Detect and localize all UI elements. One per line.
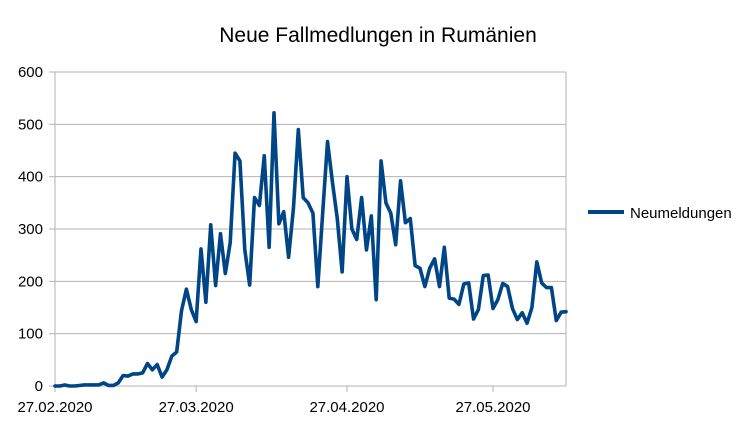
x-tick-label-0: 27.02.2020: [17, 399, 92, 416]
x-tick-label-2: 27.04.2020: [309, 399, 384, 416]
y-tick-label-2: 200: [18, 273, 43, 290]
legend-label-neumeldungen: Neumeldungen: [630, 205, 732, 222]
y-tick-label-4: 400: [18, 169, 43, 186]
series-layer: [53, 111, 568, 388]
gridlines: [55, 71, 566, 387]
x-axis-ticks: 27.02.2020 27.03.2020 27.04.2020 27.05.2020: [17, 386, 531, 416]
y-tick-label-1: 100: [18, 326, 43, 343]
y-tick-label-0: 0: [35, 378, 43, 395]
y-tick-label-6: 600: [18, 64, 43, 81]
x-tick-label-1: 27.03.2020: [159, 399, 234, 416]
chart-title: Neue Fallmedlungen in Rumänien: [219, 24, 537, 47]
x-tick-label-3: 27.05.2020: [455, 399, 530, 416]
axes: [54, 72, 567, 387]
y-tick-label-3: 300: [18, 221, 43, 238]
y-axis-ticks: 0 100 200 300 400 500 600: [18, 64, 55, 395]
legend: Neumeldungen: [588, 205, 732, 222]
y-tick-label-5: 500: [18, 116, 43, 133]
series-line-neumeldungen: [53, 111, 568, 388]
